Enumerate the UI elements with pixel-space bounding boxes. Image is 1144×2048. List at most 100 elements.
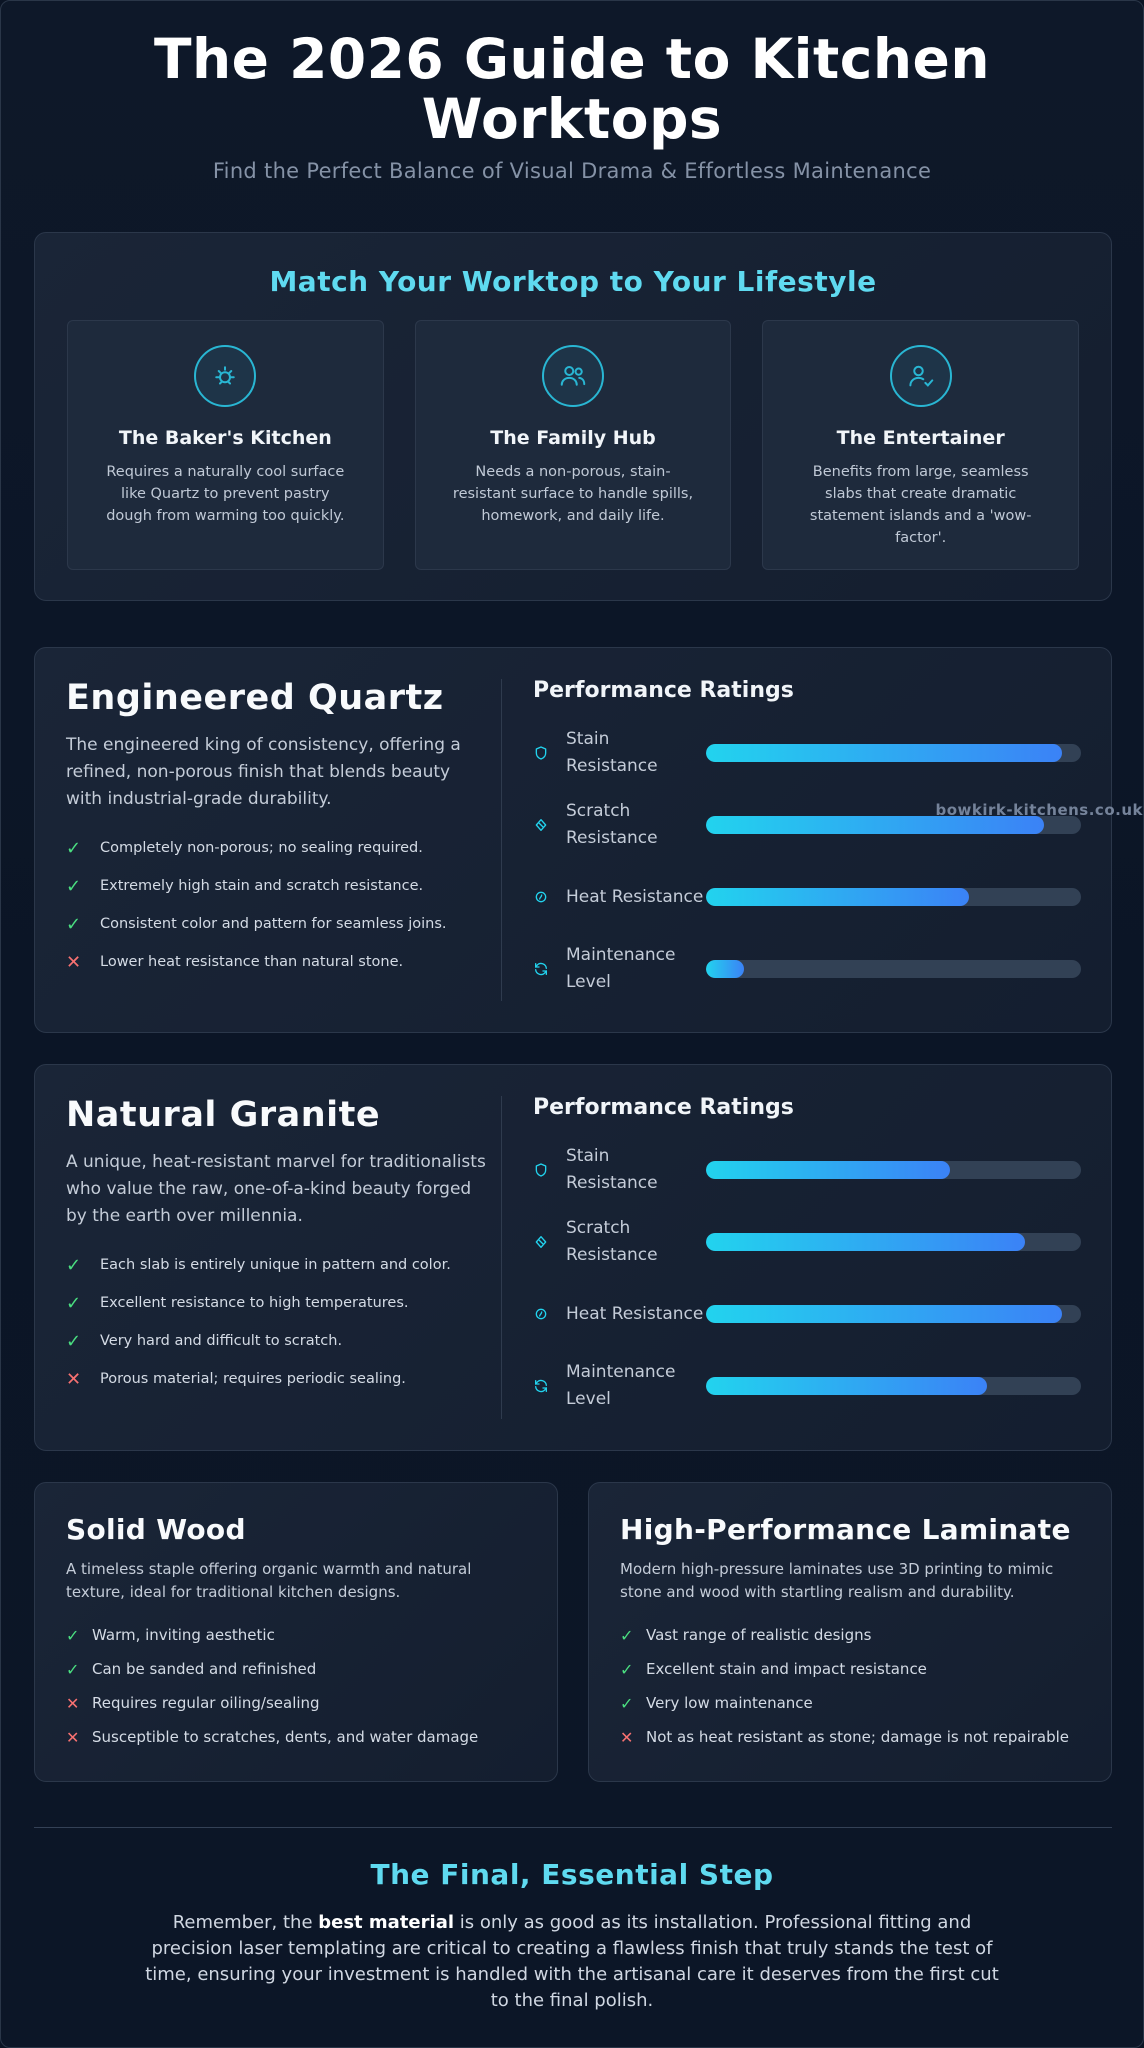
rating-row: Stain Resistance — [533, 717, 1081, 789]
card-title: The Entertainer — [836, 427, 1005, 449]
rating-label: Maintenance Level — [566, 1362, 676, 1409]
pros-cons-list: ✓ Each slab is entirely unique in pattern… — [66, 1246, 486, 1398]
rating-label: Stain Resistance — [566, 729, 658, 776]
list-item-text: Porous material; requires periodic seali… — [100, 1371, 406, 1387]
rating-bar-fill — [706, 960, 744, 978]
rating-bar-track — [706, 816, 1081, 834]
check-icon: ✓ — [66, 1659, 80, 1679]
check-icon: ✓ — [66, 1292, 82, 1314]
card-description: Requires a naturally cool surface like Q… — [106, 464, 345, 524]
final-text: Remember, the best material is only as g… — [141, 1910, 1003, 2014]
diamond-icon — [533, 817, 566, 833]
rating-row: Maintenance Level — [533, 933, 1081, 1005]
cross-icon: ✕ — [66, 1368, 82, 1390]
material-description: A timeless staple offering organic warmt… — [66, 1560, 472, 1601]
lifestyle-title: Match Your Worktop to Your Lifestyle — [269, 265, 877, 298]
material-description: Modern high-pressure laminates use 3D pr… — [620, 1560, 1054, 1601]
rating-row: Maintenance Level — [533, 1350, 1081, 1422]
list-item: ✓ Very hard and difficult to scratch. — [66, 1322, 486, 1360]
final-text-before: Remember, the — [172, 1912, 319, 1933]
rating-bar-fill — [706, 1305, 1063, 1323]
list-item-text: Excellent stain and impact resistance — [646, 1660, 927, 1678]
performance-title: Performance Ratings — [533, 1095, 794, 1120]
lifestyle-section: Match Your Worktop to Your Lifestyle The… — [34, 232, 1112, 601]
rating-bar-track — [706, 960, 1081, 978]
lifestyle-card-family: The Family Hub Needs a non-porous, stain… — [414, 320, 732, 570]
list-item: ✕ Requires regular oiling/sealing — [66, 1686, 526, 1720]
pros-cons-list: ✓ Warm, inviting aesthetic ✓ Can be sanded … — [66, 1618, 526, 1754]
list-item-text: Can be sanded and refinished — [92, 1660, 317, 1678]
check-icon: ✓ — [66, 1254, 82, 1276]
refresh-icon — [533, 1378, 566, 1394]
rating-row: Scratch Resistance — [533, 1206, 1081, 1278]
list-item: ✓ Warm, inviting aesthetic — [66, 1618, 526, 1652]
list-item-text: Vast range of realistic designs — [646, 1626, 872, 1644]
material-title: Natural Granite — [66, 1095, 381, 1135]
list-item: ✓ Completely non-porous; no sealing requi… — [66, 829, 486, 867]
check-icon: ✓ — [620, 1659, 634, 1679]
performance-title: Performance Ratings — [533, 678, 794, 703]
list-item-text: Excellent resistance to high temperature… — [100, 1295, 409, 1311]
users-icon — [542, 345, 604, 407]
shield-icon — [533, 1162, 566, 1178]
list-item: ✓ Excellent resistance to high temperatur… — [66, 1284, 486, 1322]
list-item-text: Completely non-porous; no sealing requir… — [100, 840, 423, 856]
pros-cons-list: ✓ Completely non-porous; no sealing requi… — [66, 829, 486, 981]
list-item: ✓ Can be sanded and refinished — [66, 1652, 526, 1686]
laminate-section: High-Performance Laminate Modern high-pr… — [588, 1482, 1112, 1782]
list-item: ✕ Porous material; requires periodic seal… — [66, 1360, 486, 1398]
header: The 2026 Guide to Kitchen Worktops Find … — [1, 1, 1143, 183]
rating-bar-track — [706, 1305, 1081, 1323]
list-item-text: Very hard and difficult to scratch. — [100, 1333, 343, 1349]
ratings-list: Stain Resistance Scratch Resistance Heat R… — [533, 717, 1081, 1005]
rating-row: Heat Resistance — [533, 861, 1081, 933]
rating-bar-fill — [706, 744, 1063, 762]
rating-row: Scratch Resistance — [533, 789, 1081, 861]
divider — [501, 1096, 502, 1419]
rating-bar-fill — [706, 1161, 950, 1179]
list-item-text: Extremely high stain and scratch resista… — [100, 878, 424, 894]
ratings-list: Stain Resistance Scratch Resistance Heat R… — [533, 1134, 1081, 1422]
final-text-bold: best material — [318, 1912, 455, 1933]
rating-bar-track — [706, 1161, 1081, 1179]
wood-section: Solid Wood A timeless staple offering or… — [34, 1482, 558, 1782]
lifestyle-card-baker: The Baker's Kitchen Requires a naturally… — [67, 320, 384, 570]
rating-bar-fill — [706, 816, 1044, 834]
rating-bar-track — [706, 1377, 1081, 1395]
quartz-section: Engineered Quartz The engineered king of… — [34, 647, 1112, 1033]
check-icon: ✓ — [620, 1693, 634, 1713]
rating-label: Scratch Resistance — [566, 801, 658, 848]
divider — [501, 679, 502, 1001]
rating-bar-track — [706, 1233, 1081, 1251]
rating-label: Scratch Resistance — [566, 1218, 658, 1265]
list-item-text: Requires regular oiling/sealing — [92, 1694, 320, 1712]
user-check-icon — [889, 345, 952, 407]
check-icon: ✓ — [620, 1625, 634, 1645]
list-item: ✓ Consistent color and pattern for seamle… — [66, 905, 486, 943]
granite-section: Natural Granite A unique, heat-resistant… — [34, 1064, 1112, 1451]
check-icon: ✓ — [66, 875, 82, 897]
check-icon: ✓ — [66, 913, 82, 935]
cross-icon: ✕ — [66, 1693, 80, 1713]
refresh-icon — [533, 961, 566, 977]
check-icon: ✓ — [66, 1330, 82, 1352]
section-divider — [34, 1827, 1112, 1828]
rating-bar-track — [706, 744, 1081, 762]
material-title: Solid Wood — [66, 1513, 246, 1546]
material-description: The engineered king of consistency, offe… — [66, 735, 461, 809]
rating-bar-fill — [706, 888, 969, 906]
rating-row: Heat Resistance — [533, 1278, 1081, 1350]
flame-icon — [533, 1306, 566, 1322]
lifestyle-card-entertainer: The Entertainer Benefits from large, sea… — [762, 320, 1080, 570]
card-description: Needs a non-porous, stain-resistant surf… — [452, 464, 694, 524]
check-icon: ✓ — [66, 837, 82, 859]
list-item-text: Not as heat resistant as stone; damage i… — [646, 1728, 1070, 1746]
list-item-text: Each slab is entirely unique in pattern … — [100, 1257, 451, 1273]
check-icon: ✓ — [66, 1625, 80, 1645]
rating-bar-track — [706, 888, 1081, 906]
material-title: High-Performance Laminate — [620, 1513, 1071, 1546]
diamond-icon — [533, 1234, 566, 1250]
rating-label: Heat Resistance — [566, 886, 704, 907]
rating-label: Stain Resistance — [566, 1146, 658, 1193]
